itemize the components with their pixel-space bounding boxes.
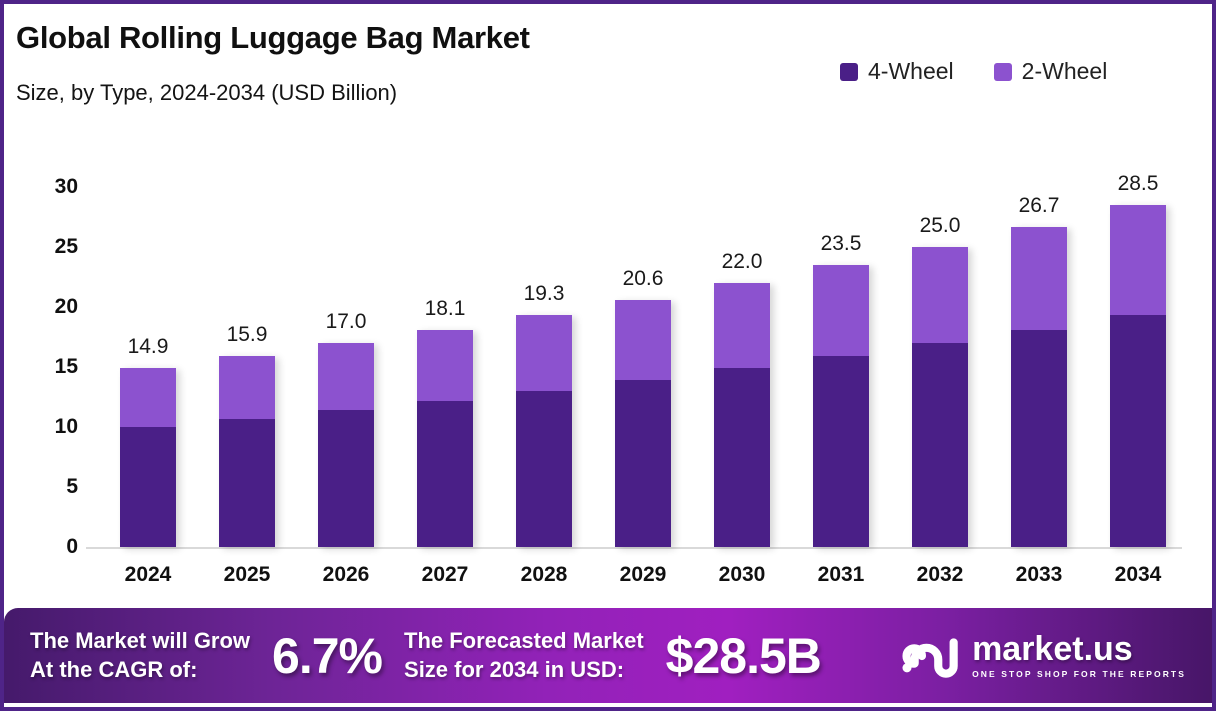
bar-total-label-2024: 14.9 [127, 335, 169, 359]
x-tick-label-2032: 2032 [916, 563, 964, 586]
segment-4-wheel-2032 [912, 343, 968, 547]
plot-area: 0 5 10 15 20 25 30 14.9 2024 15.9 2025 17.0 2026 18.1… [4, 4, 1212, 707]
page-title: Global Rolling Luggage Bag Market [16, 20, 530, 55]
segment-4-wheel-2025 [219, 418, 275, 547]
bar-total-label-2032: 25.0 [919, 214, 961, 237]
y-tick-label-0: 0 [66, 535, 78, 558]
brand-text: market.us ONE STOP SHOP FOR THE REPORTS [972, 632, 1186, 679]
brand-logo: market.us ONE STOP SHOP FOR THE REPORTS [902, 631, 1186, 681]
cagr-label-line1: The Market will Grow [30, 627, 251, 653]
bar-group-2033 [1011, 226, 1067, 547]
bar-group-2030 [714, 283, 770, 547]
x-tick-label-2030: 2030 [718, 563, 766, 586]
legend-label-4-wheel: 4-Wheel [868, 58, 954, 84]
x-tick-label-2034: 2034 [1114, 563, 1162, 586]
segment-2-wheel-2029 [615, 299, 671, 381]
bar-total-label-2030: 22.0 [721, 250, 763, 273]
bar-total-label-2025: 15.9 [226, 323, 268, 347]
bar-group-2034 [1110, 205, 1166, 547]
segment-4-wheel-2033 [1011, 329, 1067, 547]
segment-2-wheel-2025 [219, 356, 275, 419]
bar-group-2032 [912, 247, 968, 547]
legend-item-4-wheel: 4-Wheel [840, 58, 954, 85]
segment-2-wheel-2024 [120, 368, 176, 427]
y-tick-label-20: 20 [54, 295, 78, 318]
x-tick-label-2024: 2024 [124, 563, 172, 586]
x-tick-label-2026: 2026 [322, 563, 370, 586]
segment-4-wheel-2027 [417, 400, 473, 547]
y-tick-label-5: 5 [66, 475, 78, 498]
segment-4-wheel-2026 [318, 410, 374, 547]
brand-name: market.us [972, 630, 1133, 668]
segment-4-wheel-2024 [120, 426, 176, 547]
x-tick-label-2025: 2025 [223, 563, 271, 586]
bar-group-2029 [615, 299, 671, 547]
segment-4-wheel-2034 [1110, 315, 1166, 547]
segment-2-wheel-2028 [516, 315, 572, 391]
footer-banner: The Market will Grow At the CAGR of: 6.7… [4, 608, 1212, 703]
cagr-label: The Market will Grow At the CAGR of: [30, 627, 250, 684]
x-tick-label-2027: 2027 [421, 563, 469, 586]
bar-total-label-2029: 20.6 [622, 266, 664, 290]
y-tick-label-25: 25 [54, 235, 78, 258]
bar-group-2026 [318, 343, 374, 547]
bar-total-label-2027: 18.1 [424, 296, 466, 320]
legend: 4-Wheel 2-Wheel [840, 58, 1107, 85]
legend-item-2-wheel: 2-Wheel [993, 58, 1108, 85]
bar-group-2025 [219, 356, 275, 547]
forecast-label: The Forecasted Market Size for 2034 in U… [404, 627, 644, 684]
y-tick-label-15: 15 [54, 355, 78, 378]
legend-label-2-wheel: 2-Wheel [1021, 58, 1108, 84]
x-tick-label-2029: 2029 [619, 563, 667, 586]
segment-4-wheel-2028 [516, 390, 572, 547]
y-tick-label-30: 30 [54, 175, 78, 198]
bar-group-2024 [120, 368, 176, 547]
bar-total-label-2033: 26.7 [1018, 193, 1060, 217]
x-tick-label-2031: 2031 [817, 563, 865, 586]
segment-2-wheel-2031 [813, 265, 869, 357]
bar-total-label-2028: 19.3 [523, 282, 565, 306]
x-tick-label-2033: 2033 [1015, 563, 1063, 586]
bar-group-2031 [813, 265, 869, 547]
segment-2-wheel-2032 [912, 247, 968, 343]
segment-4-wheel-2031 [813, 356, 869, 547]
segment-2-wheel-2027 [417, 329, 473, 401]
forecast-value: $28.5B [665, 627, 822, 684]
segment-4-wheel-2030 [714, 368, 770, 547]
y-tick-label-10: 10 [54, 415, 78, 438]
bar-group-2028 [516, 315, 572, 547]
bar-total-label-2031: 23.5 [820, 232, 862, 255]
segment-2-wheel-2026 [318, 343, 374, 411]
market-us-logo-icon [902, 637, 958, 678]
segment-4-wheel-2029 [615, 380, 671, 547]
forecast-label-line2: Size for 2034 in USD: [404, 656, 625, 682]
brand-tagline: ONE STOP SHOP FOR THE REPORTS [972, 669, 1186, 679]
segment-2-wheel-2033 [1011, 226, 1067, 330]
x-axis-line [86, 547, 1182, 549]
bar-total-label-2034: 28.5 [1117, 172, 1159, 195]
segment-2-wheel-2030 [714, 283, 770, 369]
x-tick-label-2028: 2028 [520, 563, 568, 586]
legend-swatch-4-wheel [840, 62, 858, 81]
cagr-label-line2: At the CAGR of: [30, 656, 198, 682]
page-subtitle: Size, by Type, 2024-2034 (USD Billion) [16, 80, 398, 105]
segment-2-wheel-2034 [1110, 205, 1166, 316]
bar-total-label-2026: 17.0 [325, 310, 367, 333]
forecast-label-line1: The Forecasted Market [404, 627, 644, 653]
cagr-value: 6.7% [272, 627, 383, 684]
legend-swatch-2-wheel [993, 62, 1012, 81]
bar-group-2027 [417, 329, 473, 547]
